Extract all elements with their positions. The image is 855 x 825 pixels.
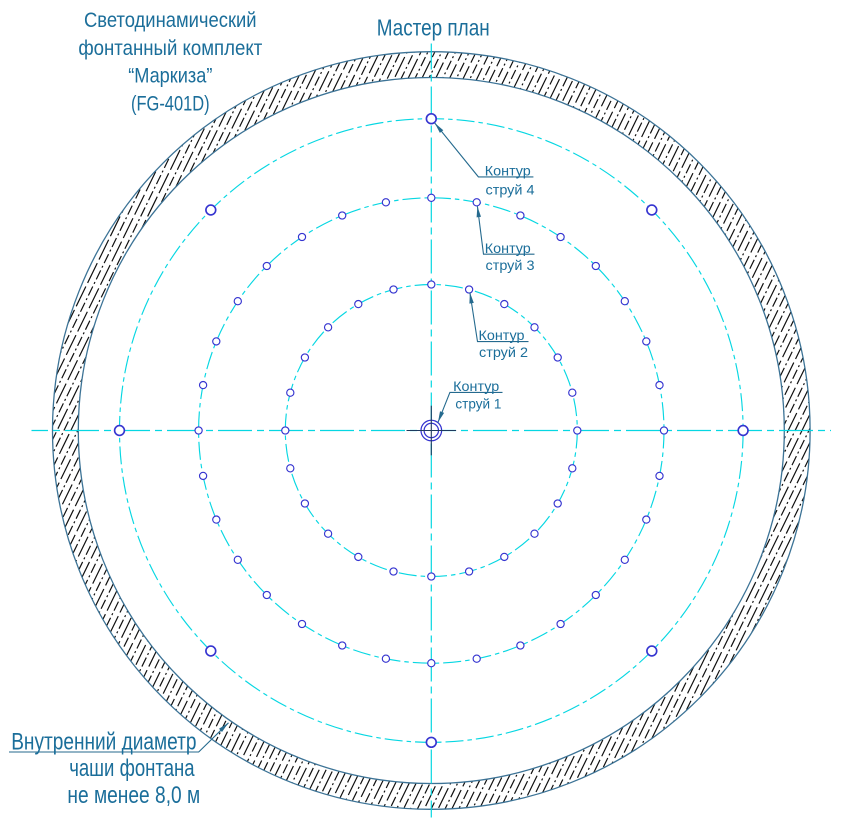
svg-text:струй 3: струй 3	[486, 257, 535, 273]
svg-text:фонтанный комплект: фонтанный комплект	[78, 36, 262, 60]
svg-text:Внутренний диаметр: Внутренний диаметр	[11, 729, 196, 756]
svg-text:струй 4: струй 4	[486, 182, 535, 198]
svg-text:(FG-401D): (FG-401D)	[131, 92, 210, 116]
svg-text:Контур: Контур	[453, 378, 499, 394]
svg-text:не менее 8,0 м: не менее 8,0 м	[67, 782, 200, 809]
svg-text:“Маркиза”: “Маркиза”	[128, 64, 212, 88]
svg-text:Светодинамический: Светодинамический	[84, 8, 257, 32]
svg-text:чаши фонтана: чаши фонтана	[69, 755, 195, 782]
svg-text:Контур: Контур	[479, 327, 525, 343]
svg-text:струй 2: струй 2	[479, 344, 528, 360]
svg-text:Мастер план: Мастер план	[377, 14, 490, 40]
svg-text:Контур: Контур	[485, 240, 531, 256]
svg-text:струй 1: струй 1	[455, 396, 501, 412]
svg-text:Контур: Контур	[485, 163, 531, 179]
